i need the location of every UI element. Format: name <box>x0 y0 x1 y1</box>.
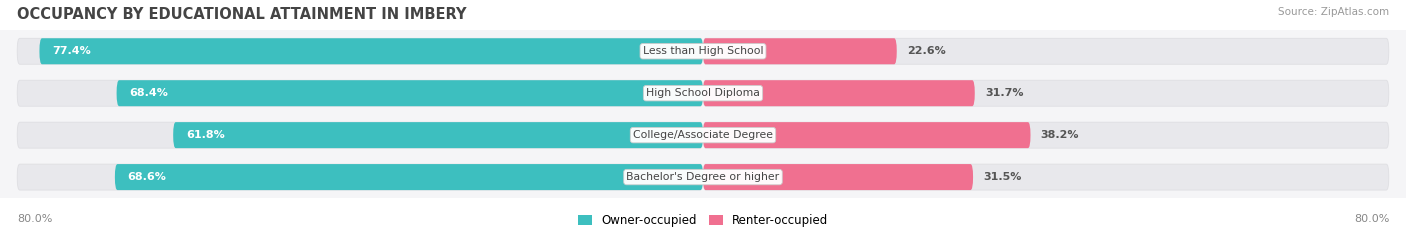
FancyBboxPatch shape <box>17 80 703 106</box>
FancyBboxPatch shape <box>703 122 1031 148</box>
Text: Less than High School: Less than High School <box>643 46 763 56</box>
FancyBboxPatch shape <box>703 80 974 106</box>
Text: Bachelor's Degree or higher: Bachelor's Degree or higher <box>627 172 779 182</box>
Text: College/Associate Degree: College/Associate Degree <box>633 130 773 140</box>
Text: 80.0%: 80.0% <box>17 214 52 224</box>
Legend: Owner-occupied, Renter-occupied: Owner-occupied, Renter-occupied <box>578 214 828 227</box>
FancyBboxPatch shape <box>703 38 897 64</box>
Text: 31.5%: 31.5% <box>983 172 1022 182</box>
FancyBboxPatch shape <box>17 38 703 64</box>
FancyBboxPatch shape <box>17 164 703 190</box>
Text: 38.2%: 38.2% <box>1040 130 1080 140</box>
FancyBboxPatch shape <box>703 164 973 190</box>
FancyBboxPatch shape <box>173 122 703 148</box>
Text: 80.0%: 80.0% <box>1354 214 1389 224</box>
Text: Source: ZipAtlas.com: Source: ZipAtlas.com <box>1278 7 1389 17</box>
FancyBboxPatch shape <box>703 164 1389 190</box>
Text: 61.8%: 61.8% <box>186 130 225 140</box>
FancyBboxPatch shape <box>17 122 703 148</box>
Text: 31.7%: 31.7% <box>986 88 1024 98</box>
FancyBboxPatch shape <box>703 38 1389 64</box>
Text: 68.6%: 68.6% <box>128 172 167 182</box>
FancyBboxPatch shape <box>703 122 1389 148</box>
FancyBboxPatch shape <box>117 80 703 106</box>
Text: High School Diploma: High School Diploma <box>647 88 759 98</box>
Text: 77.4%: 77.4% <box>52 46 91 56</box>
FancyBboxPatch shape <box>115 164 703 190</box>
Text: OCCUPANCY BY EDUCATIONAL ATTAINMENT IN IMBERY: OCCUPANCY BY EDUCATIONAL ATTAINMENT IN I… <box>17 7 467 22</box>
FancyBboxPatch shape <box>39 38 703 64</box>
Text: 22.6%: 22.6% <box>907 46 946 56</box>
Text: 68.4%: 68.4% <box>129 88 169 98</box>
FancyBboxPatch shape <box>703 80 1389 106</box>
